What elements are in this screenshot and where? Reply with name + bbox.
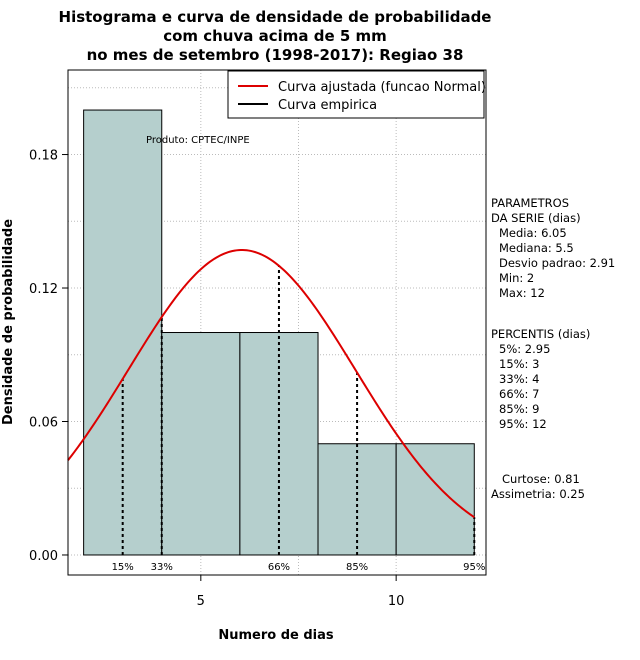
y-tick-label: 0.06 <box>29 415 58 430</box>
x-tick-label: 5 <box>197 594 205 609</box>
y-axis-title: Densidade de probabilidade <box>1 219 16 425</box>
kurtosis-text: Curtose: 0.81 <box>502 472 580 486</box>
percentile-label: 85% <box>346 562 368 573</box>
legend-label-empirical: Curva empirica <box>278 98 377 113</box>
side-panel-line: 15%: 3 <box>499 357 539 371</box>
side-panel-line: 95%: 12 <box>499 417 547 431</box>
side-panel-line: 66%: 7 <box>499 387 539 401</box>
product-annotation: Produto: CPTEC/INPE <box>146 135 250 146</box>
side-panel-line: Max: 12 <box>499 286 545 300</box>
percentile-lines: 15% 33% 66% 85% 95% <box>112 265 485 573</box>
side-panel-line: 85%: 9 <box>499 402 539 416</box>
y-tick-label: 0.12 <box>29 282 58 297</box>
side-panel-line: Media: 6.05 <box>499 226 567 240</box>
fitted-normal-curve <box>67 248 475 519</box>
side-panel-line: PARAMETROS <box>491 196 569 210</box>
percentile-label: 95% <box>463 562 485 573</box>
side-panel-line: 33%: 4 <box>499 372 539 386</box>
histogram-bar <box>161 332 241 556</box>
side-panel-line: DA SERIE (dias) <box>491 211 581 225</box>
histogram-bar <box>239 332 319 556</box>
plot-frame <box>67 69 487 576</box>
y-axis: 0.00 0.06 0.12 0.18 <box>29 149 68 564</box>
y-tick-label: 0.18 <box>29 149 58 164</box>
side-panel-line: 5%: 2.95 <box>499 342 550 356</box>
legend-box <box>227 70 485 119</box>
legend-label-fitted: Curva ajustada (funcao Normal) <box>278 80 486 95</box>
title-line-1: Histograma e curva de densidade de proba… <box>59 8 492 26</box>
side-panel-line: Desvio padrao: 2.91 <box>499 256 615 270</box>
title-line-3: no mes de setembro (1998-2017): Regiao 3… <box>87 46 464 64</box>
side-panel-line: Mediana: 5.5 <box>499 241 574 255</box>
skewness-text: Assimetria: 0.25 <box>491 487 585 501</box>
title-line-2: com chuva acima de 5 mm <box>163 27 387 45</box>
x-axis-title: Numero de dias <box>218 628 334 643</box>
side-panel-line: PERCENTIS (dias) <box>491 327 590 341</box>
side-panel-line: Min: 2 <box>499 271 534 285</box>
x-tick-label: 10 <box>388 594 405 609</box>
chart-title: Histograma e curva de densidade de proba… <box>59 8 492 64</box>
percentile-label: 15% <box>112 562 134 573</box>
y-tick-label: 0.00 <box>29 549 58 564</box>
legend: Curva ajustada (funcao Normal) Curva emp… <box>227 70 486 119</box>
x-axis: 5 10 <box>197 575 405 609</box>
histogram-bar <box>395 443 475 556</box>
percentile-label: 33% <box>151 562 173 573</box>
percentile-label: 66% <box>268 562 290 573</box>
